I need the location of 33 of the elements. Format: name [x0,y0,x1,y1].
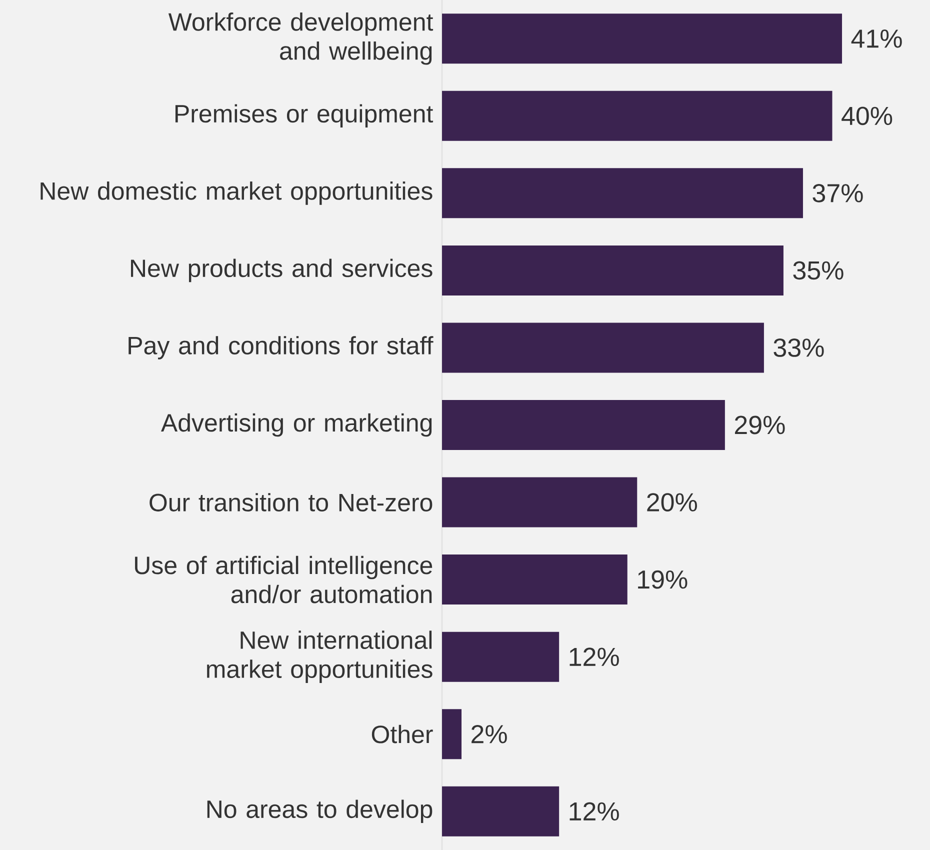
y-tick-label: Pay and conditions for staff [128,336,434,360]
data-label: 12% [570,802,619,821]
bar [442,632,560,682]
data-label: 37% [812,184,863,202]
bar [442,90,832,141]
data-label: 2% [472,724,507,744]
bar [442,786,560,836]
data-label: 33% [774,338,824,357]
bar [442,400,725,450]
y-tick-label: Use of artificial intelligence and/or automation [135,556,432,604]
y-tick-label: New domestic market opportunities [40,182,432,205]
data-label: 12% [570,648,619,666]
bar [442,709,462,760]
bar [442,245,784,296]
bar [442,322,764,373]
data-label: 19% [638,570,688,589]
y-tick-label: Premises or equipment [175,104,434,128]
y-tick-label: New international market opportunities [207,630,432,683]
data-label: 35% [793,261,844,280]
data-label: 41% [851,30,902,48]
bar [442,477,638,528]
y-tick-label: Advertising or marketing [160,413,432,437]
bar [442,14,842,64]
y-tick-label: Other [372,724,433,744]
data-label: 40% [842,106,892,126]
bar [442,168,803,218]
data-label: 20% [647,493,697,512]
y-tick-label: Our transition to Net-zero [150,493,432,512]
bar [442,554,628,605]
y-tick-label: No areas to develop [207,800,432,824]
y-tick-label: Workforce development and wellbeing [168,12,434,65]
y-tick-label: New products and services [131,258,432,282]
data-label: 29% [734,416,785,434]
